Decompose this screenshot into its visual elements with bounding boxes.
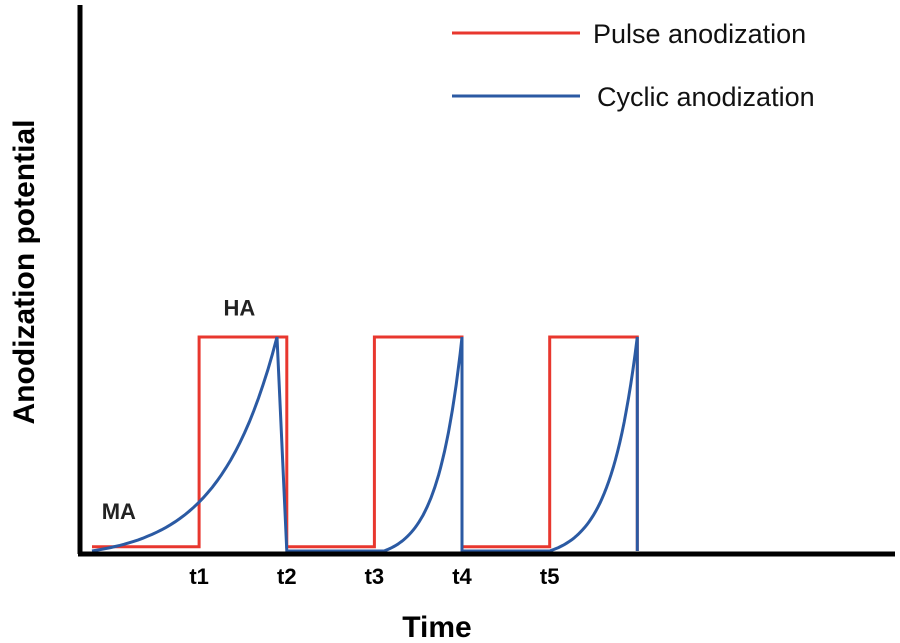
x-ticks: t1 t2 t3 t4 t5 [189,564,559,589]
series-line-pulse-anodization [92,335,639,551]
x-axis-title: Time [402,611,471,643]
plot-area [91,335,639,553]
series-line-cyclic-anodization [91,336,639,553]
x-tick-label-t3: t3 [365,564,385,589]
legend: Pulse anodization Cyclic anodization [452,19,815,112]
annotation-ha: HA [224,296,256,321]
x-tick-label-t4: t4 [452,564,472,589]
y-axis-title: Anodization potential [8,120,41,425]
x-tick-label-t2: t2 [277,564,297,589]
legend-label-pulse: Pulse anodization [593,19,806,49]
legend-label-cyclic: Cyclic anodization [597,82,815,112]
x-tick-label-t1: t1 [189,564,209,589]
x-tick-label-t5: t5 [540,564,560,589]
annotation-ma: MA [102,499,136,524]
annotations: MA HA [102,296,256,524]
